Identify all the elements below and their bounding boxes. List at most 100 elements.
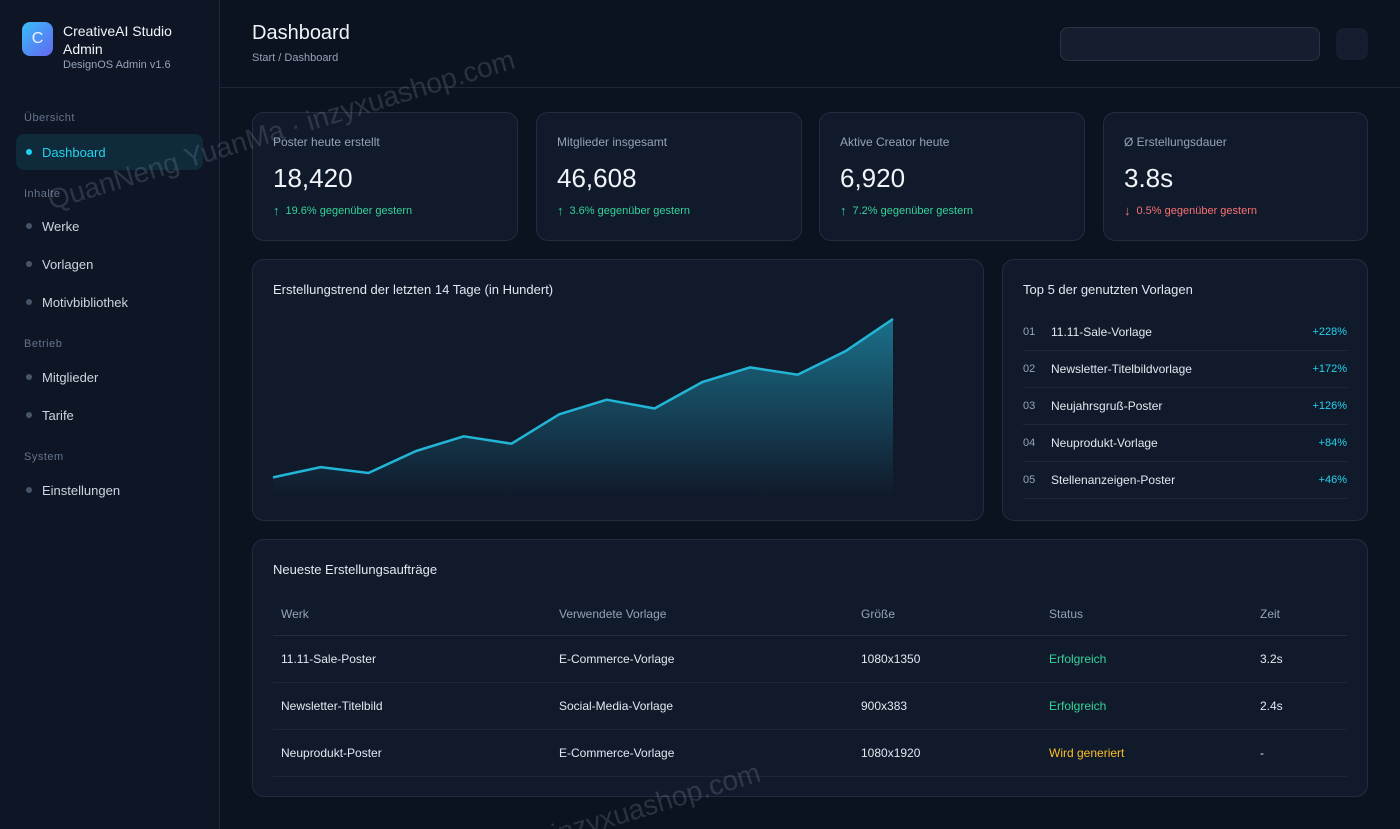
list-item[interactable]: 01 11.11-Sale-Vorlage +228% [1023,314,1347,351]
nav-section-inhalte: Inhalte [24,188,61,200]
table-row[interactable]: Newsletter-Titelbild Social-Media-Vorlag… [273,682,1347,730]
chart-title: Erstellungstrend der letzten 14 Tage (in… [273,282,554,297]
list-item[interactable]: 05 Stellenanzeigen-Poster +46% [1023,462,1347,499]
nav-dot-icon [26,261,32,267]
stat-card-duration: Ø Erstellungsdauer 3.8s ↓ 0.5% gegenüber… [1103,112,1368,241]
column-header-zeit: Zeit [1252,594,1347,636]
nav-section-system: System [24,451,64,463]
orders-title: Neueste Erstellungsaufträge [273,562,438,577]
sidebar-item-motivbibliothek[interactable]: Motivbibliothek [16,284,203,320]
stat-value: 6,920 [840,163,906,193]
cell-status: Erfolgreich [1041,682,1252,730]
brand: C CreativeAI Studio Admin DesignOS Admin… [22,22,203,71]
chart-series-line [272,317,894,479]
header-action-button[interactable] [1336,28,1368,60]
arrow-up-icon: ↑ [273,203,280,218]
table-row[interactable]: 11.11-Sale-Poster E-Commerce-Vorlage 108… [273,635,1347,683]
table-row[interactable]: Neuprodukt-Poster E-Commerce-Vorlage 108… [273,729,1347,777]
column-header-werk: Werk [273,594,551,636]
column-header-status: Status [1041,594,1252,636]
chart-point-9[interactable] [652,405,658,411]
breadcrumb[interactable]: Start / Dashboard [252,52,339,64]
stat-change: ↓ 0.5% gegenüber gestern [1124,203,1257,218]
page-title: Dashboard [252,22,350,44]
chart-point-12[interactable] [795,372,801,378]
chart-point-3[interactable] [365,470,371,476]
sidebar-item-werke[interactable]: Werke [16,208,203,244]
chart-point-10[interactable] [699,379,705,385]
nav-dot-icon [26,487,32,493]
stat-change: ↑ 19.6% gegenüber gestern [273,203,412,218]
rank: 04 [1023,437,1036,449]
stat-label: Aktive Creator heute [840,135,950,149]
sidebar-item-label: Vorlagen [42,256,94,272]
list-item[interactable]: 03 Neujahrsgruß-Poster +126% [1023,388,1347,425]
sidebar-item-label: Tarife [42,407,74,423]
cell-zeit: - [1252,729,1347,777]
main-content: Dashboard Start / Dashboard Poster heute… [220,0,1400,829]
header: Dashboard Start / Dashboard [220,0,1400,88]
brand-logo: C [22,22,53,56]
nav-dot-icon [26,223,32,229]
sidebar-item-vorlagen[interactable]: Vorlagen [16,246,203,282]
rank: 03 [1023,400,1036,412]
cell-werk: 11.11-Sale-Poster [273,635,551,683]
top-templates-title: Top 5 der genutzten Vorlagen [1023,282,1193,297]
sidebar-item-mitglieder[interactable]: Mitglieder [16,359,203,395]
rank: 05 [1023,474,1036,486]
top-templates-list: 01 11.11-Sale-Vorlage +228% 02 Newslette… [1023,314,1347,499]
stat-card-posters: Poster heute erstellt 18,420 ↑ 19.6% geg… [252,112,518,241]
stat-value: 3.8s [1124,163,1174,193]
cell-groesse: 1080x1920 [853,729,1041,777]
arrow-up-icon: ↑ [557,203,564,218]
chart-point-6[interactable] [508,441,514,447]
stat-value: 18,420 [273,163,353,193]
chart-point-13[interactable] [842,348,848,354]
chart-point-2[interactable] [318,464,324,470]
template-name: Newsletter-Titelbildvorlage [1051,362,1192,376]
sidebar-item-label: Dashboard [42,144,106,160]
chart-point-14[interactable] [890,316,896,322]
chart-point-8[interactable] [604,397,610,403]
stat-value: 46,608 [557,163,637,193]
column-header-groesse: Größe [853,594,1041,636]
arrow-down-icon: ↓ [1124,203,1131,218]
cell-groesse: 900x383 [853,682,1041,730]
chart-point-4[interactable] [413,448,419,454]
stat-change: ↑ 3.6% gegenüber gestern [557,203,690,218]
sidebar-item-label: Mitglieder [42,369,99,385]
sidebar-item-dashboard[interactable]: Dashboard [16,134,203,170]
list-item[interactable]: 04 Neuprodukt-Vorlage +84% [1023,425,1347,462]
orders-table: Werk Verwendete Vorlage Größe Status Zei… [273,594,1347,777]
stat-change-text: 19.6% gegenüber gestern [285,204,413,217]
cell-groesse: 1080x1350 [853,635,1041,683]
template-pct: +46% [1318,474,1347,486]
sidebar-item-label: Motivbibliothek [42,294,128,310]
nav-dot-icon [26,299,32,305]
cell-status: Wird generiert [1041,729,1252,777]
stat-change-text: 3.6% gegenüber gestern [569,204,690,217]
sidebar-item-tarife[interactable]: Tarife [16,397,203,433]
chart-point-7[interactable] [556,411,562,417]
list-item[interactable]: 02 Newsletter-Titelbildvorlage +172% [1023,351,1347,388]
search-input[interactable] [1060,27,1320,61]
column-header-vorlage: Verwendete Vorlage [551,594,853,636]
chart-point-11[interactable] [747,364,753,370]
stat-label: Poster heute erstellt [273,135,380,149]
sidebar: C CreativeAI Studio Admin DesignOS Admin… [0,0,220,829]
nav-dot-icon [26,374,32,380]
top-templates-card: Top 5 der genutzten Vorlagen 01 11.11-Sa… [1002,259,1368,521]
nav-dot-icon [26,412,32,418]
template-pct: +84% [1318,437,1347,449]
cell-vorlage: Social-Media-Vorlage [551,682,853,730]
sidebar-item-label: Werke [42,218,80,234]
chart-point-5[interactable] [461,433,467,439]
trend-chart [270,316,896,495]
stat-label: Ø Erstellungsdauer [1124,135,1227,149]
brand-subtitle: DesignOS Admin v1.6 [63,59,171,71]
template-name: Stellenanzeigen-Poster [1051,473,1176,487]
stat-label: Mitglieder insgesamt [557,135,668,149]
stat-change-text: 7.2% gegenüber gestern [852,204,973,217]
sidebar-item-einstellungen[interactable]: Einstellungen [16,472,203,508]
chart-point-1[interactable] [270,474,276,480]
